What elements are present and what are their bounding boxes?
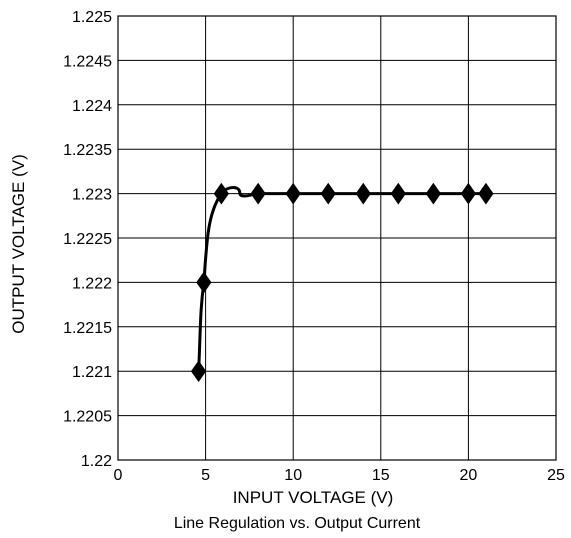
y-tick-label: 1.2235 [63, 142, 112, 159]
data-point-marker [390, 182, 406, 205]
data-point-marker [196, 271, 212, 294]
x-tick-label: 20 [460, 467, 478, 484]
x-tick-label: 15 [372, 467, 390, 484]
y-tick-label: 1.2225 [63, 231, 112, 248]
x-axis-tick-labels: 0 5 10 15 20 25 [114, 467, 565, 484]
chart-caption: Line Regulation vs. Output Current [174, 515, 421, 532]
x-tick-label: 0 [114, 467, 123, 484]
y-tick-label: 1.2215 [63, 320, 112, 337]
data-point-marker [425, 182, 441, 205]
data-point-marker [460, 182, 477, 205]
x-tick-label: 5 [201, 467, 210, 484]
data-point-marker [190, 360, 207, 383]
y-tick-label: 1.22 [81, 453, 112, 470]
y-tick-label: 1.222 [72, 275, 112, 292]
plot-frame [117, 15, 557, 461]
series-line [197, 185, 486, 372]
data-point-marker [320, 182, 336, 205]
y-tick-label: 1.2245 [63, 53, 112, 70]
data-point-marker [285, 182, 301, 205]
y-axis-tick-labels: 1.22 1.2205 1.221 1.2215 1.222 1.2225 1.223 1.2… [63, 9, 112, 470]
data-point-marker [478, 182, 494, 205]
x-tick-label: 10 [284, 467, 302, 484]
x-tick-label: 25 [547, 467, 565, 484]
data-point-marker [355, 182, 371, 205]
x-axis-title: INPUT VOLTAGE (V) [233, 488, 394, 507]
y-tick-label: 1.224 [72, 98, 112, 115]
y-tick-label: 1.223 [72, 187, 112, 204]
y-tick-label: 1.225 [72, 9, 112, 26]
data-point-marker [250, 182, 266, 205]
series-markers [190, 182, 494, 383]
data-point-marker [213, 182, 229, 205]
y-tick-label: 1.2205 [63, 409, 112, 426]
grid-lines [117, 15, 557, 461]
y-axis-title: OUTPUT VOLTAGE (V) [9, 154, 28, 333]
y-tick-label: 1.221 [72, 364, 112, 381]
